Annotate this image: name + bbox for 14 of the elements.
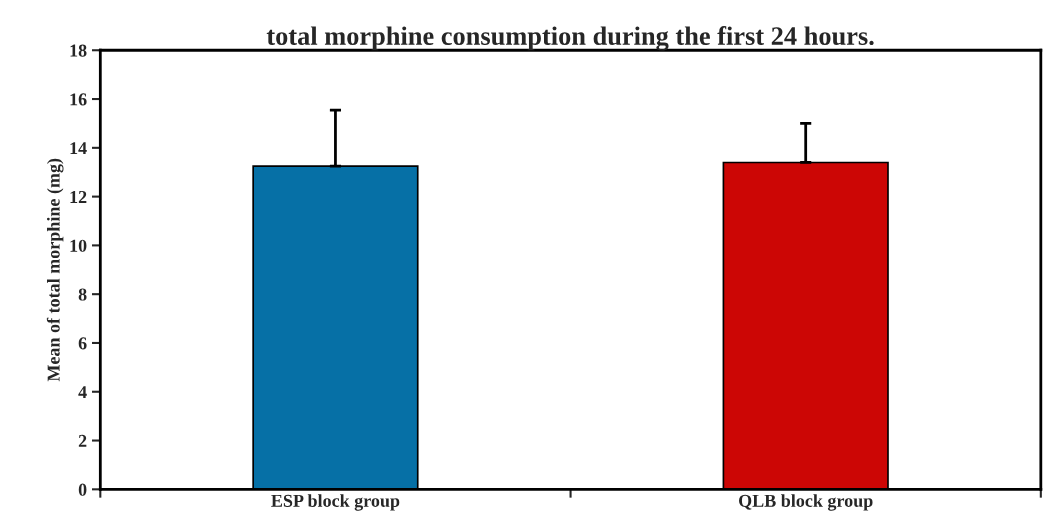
y-tick-label: 16 — [70, 93, 87, 106]
y-tick-label: 0 — [78, 483, 87, 496]
y-tick-label: 10 — [70, 239, 87, 252]
y-tick-label: 12 — [70, 190, 87, 203]
x-tick-label: ESP block group — [271, 494, 400, 511]
y-tick-label: 4 — [78, 386, 87, 399]
y-tick-label: 8 — [78, 288, 87, 301]
chart-title: total morphine consumption during the first 24 hours. — [266, 26, 874, 51]
y-tick-label: 18 — [70, 44, 87, 57]
y-tick-label: 6 — [78, 337, 87, 350]
y-tick-label: 14 — [70, 142, 87, 155]
y-tick-label: 2 — [78, 434, 87, 447]
x-tick-label: QLB block group — [739, 494, 873, 511]
y-axis-title: Mean of total morphine (mg) — [46, 158, 64, 382]
